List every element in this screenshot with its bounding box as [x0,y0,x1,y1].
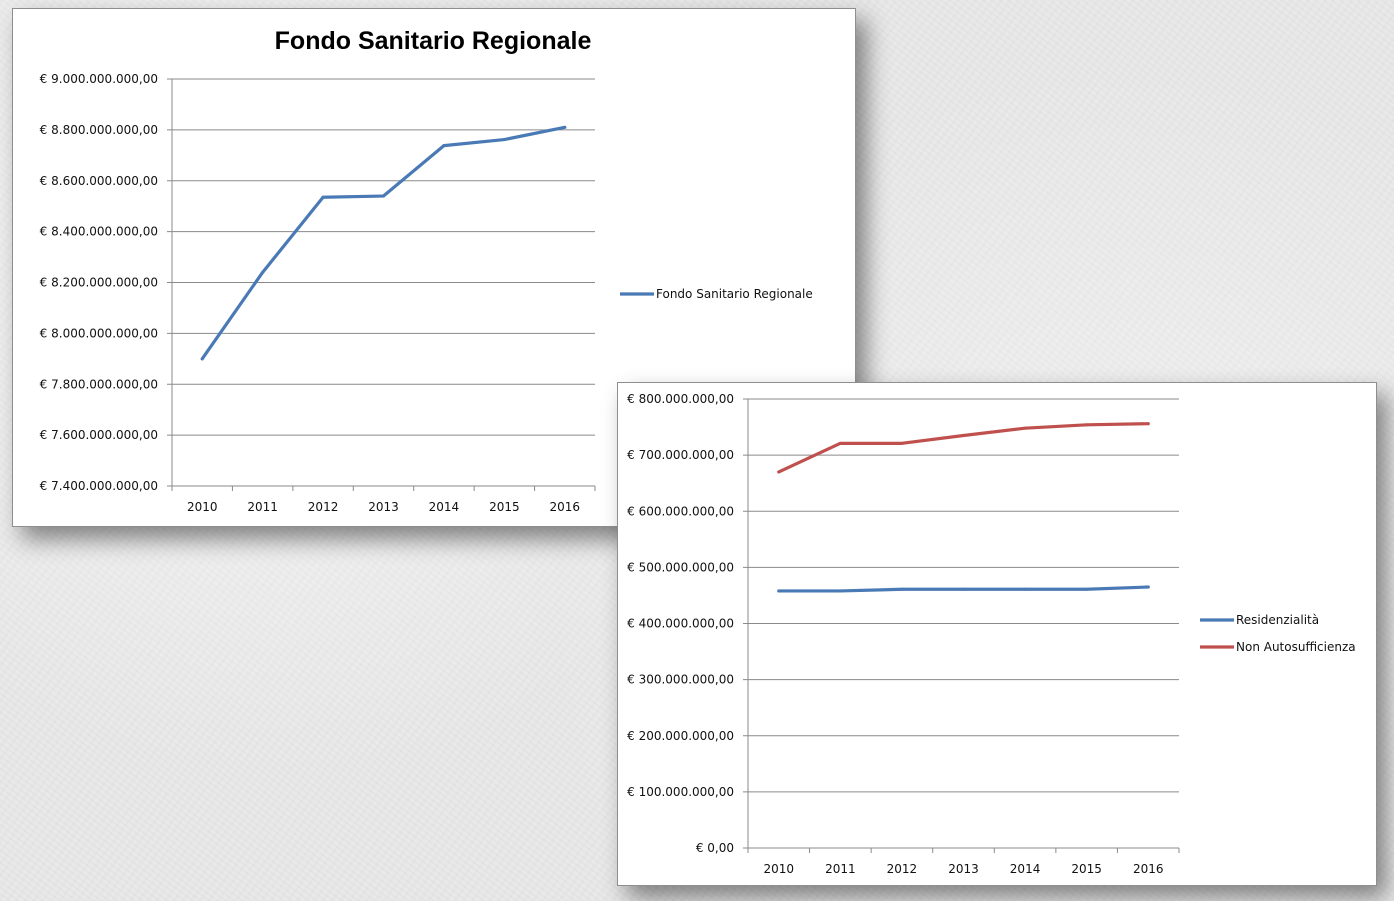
data-point-fondo-sanitario-regionale [442,144,446,148]
x-tick-label: 2016 [1133,862,1164,876]
x-tick-label: 2012 [887,862,918,876]
y-tick-label: € 700.000.000,00 [627,448,734,462]
y-tick-label: € 600.000.000,00 [627,504,734,518]
y-tick-label: € 9.000.000.000,00 [40,72,158,86]
data-point-non-autosufficienza [962,433,965,437]
y-tick-label: € 100.000.000,00 [627,785,734,799]
x-tick-label: 2014 [429,500,460,514]
y-tick-label: € 7.600.000.000,00 [40,428,158,442]
x-tick-label: 2011 [825,862,856,876]
x-tick-label: 2014 [1010,862,1041,876]
y-tick-label: € 800.000.000,00 [627,392,734,406]
data-point-non-autosufficienza [838,441,842,445]
y-tick-label: € 7.800.000.000,00 [40,377,158,391]
data-point-fondo-sanitario-regionale [502,138,506,142]
x-tick-label: 2011 [247,500,278,514]
series-line-non-autosufficienza [777,422,1150,474]
x-tick-label: 2015 [489,500,520,514]
chart-residenzialita-non-autosufficienza: € 0,00 € 100.000.000,00 € 200.000.000,00 € … [627,392,1356,876]
data-point-fondo-sanitario-regionale [321,195,325,199]
data-point-residenzialita [1085,587,1089,591]
chart-panel-fondo-sanitario: Fondo Sanitario Regionale € 7.400.000.000… [12,8,856,527]
data-point-residenzialita [1146,585,1150,589]
chart-title: Fondo Sanitario Regionale [275,27,592,55]
y-tick-label: € 300.000.000,00 [627,673,734,687]
data-point-residenzialita [962,587,965,591]
legend-label-residenzialita: Residenzialità [1236,613,1319,627]
data-point-fondo-sanitario-regionale [200,357,204,361]
x-tick-label: 2010 [187,500,218,514]
x-tick-label: 2012 [308,500,339,514]
data-point-residenzialita [838,589,842,593]
data-point-non-autosufficienza [777,470,781,474]
data-point-residenzialita [900,587,904,591]
x-tick-label: 2015 [1071,862,1102,876]
data-point-non-autosufficienza [1146,422,1150,426]
y-tick-label: € 8.200.000.000,00 [40,276,158,290]
data-point-non-autosufficienza [1085,423,1089,427]
data-point-non-autosufficienza [1023,426,1027,430]
data-point-fondo-sanitario-regionale [563,125,567,129]
data-point-residenzialita [777,589,781,593]
y-tick-label: € 7.400.000.000,00 [40,479,158,493]
y-tick-label: € 8.800.000.000,00 [40,123,158,137]
y-tick-label: € 8.600.000.000,00 [40,174,158,188]
y-tick-label: € 8.000.000.000,00 [40,326,158,340]
data-point-residenzialita [1023,587,1027,591]
x-tick-label: 2013 [948,862,979,876]
series-line-fondo-sanitario-regionale [200,125,567,361]
chart-fondo-sanitario-regionale: Fondo Sanitario Regionale € 7.400.000.000… [40,27,813,514]
x-tick-label: 2016 [550,500,581,514]
y-tick-label: € 200.000.000,00 [627,729,734,743]
y-tick-label: € 400.000.000,00 [627,617,734,631]
data-point-fondo-sanitario-regionale [382,194,385,198]
chart-panel-residenzialita: € 0,00 € 100.000.000,00 € 200.000.000,00 € … [617,382,1377,886]
y-tick-label: € 8.400.000.000,00 [40,225,158,239]
x-tick-label: 2013 [368,500,399,514]
y-tick-label: € 500.000.000,00 [627,560,734,574]
data-point-fondo-sanitario-regionale [261,270,265,274]
legend-label-fondo-sanitario-regionale: Fondo Sanitario Regionale [656,287,813,301]
x-tick-label: 2010 [764,862,795,876]
data-point-non-autosufficienza [900,441,904,445]
legend-label-non-autosufficienza: Non Autosufficienza [1236,640,1356,654]
y-tick-label: € 0,00 [696,841,734,855]
